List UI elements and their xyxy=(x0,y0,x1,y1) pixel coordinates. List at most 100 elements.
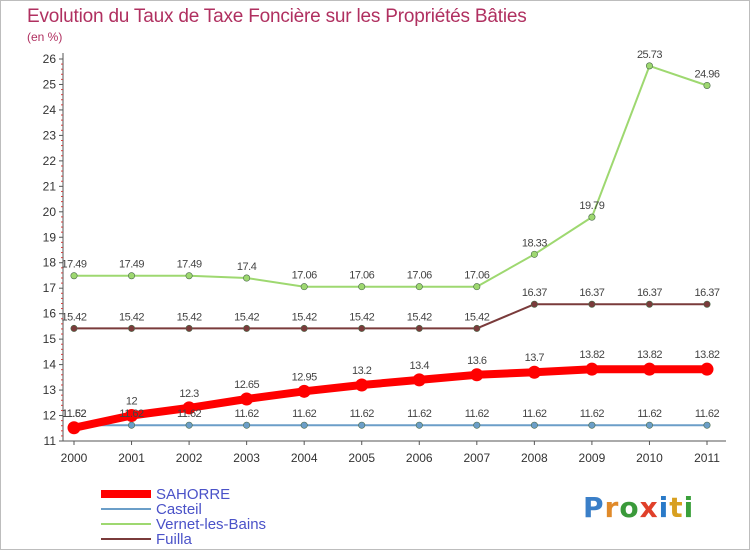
data-point xyxy=(470,368,484,382)
unit-label: (en %) xyxy=(27,30,63,44)
y-tick-label: 13 xyxy=(43,383,57,397)
data-point xyxy=(642,362,656,376)
data-point xyxy=(185,272,193,280)
data-point xyxy=(473,421,481,429)
data-point xyxy=(703,81,711,89)
data-label: 11.62 xyxy=(177,408,202,420)
proxiti-logo: Proxiti xyxy=(583,491,694,524)
data-label: 11.62 xyxy=(465,408,490,420)
data-point xyxy=(70,324,78,332)
logo-letter: i xyxy=(658,491,670,524)
data-label: 17.49 xyxy=(119,259,144,271)
logo-letter: r xyxy=(604,491,620,524)
data-point xyxy=(700,362,714,376)
data-label: 13.82 xyxy=(579,349,604,361)
data-label: 12.3 xyxy=(179,388,199,400)
data-point xyxy=(128,272,136,280)
x-tick-label: 2002 xyxy=(176,451,203,465)
data-point xyxy=(300,283,308,291)
data-label: 11.62 xyxy=(292,408,317,420)
data-point xyxy=(703,421,711,429)
data-label: 11.62 xyxy=(62,408,87,420)
data-label: 25.73 xyxy=(637,49,662,61)
x-tick-label: 2009 xyxy=(579,451,606,465)
data-label: 17.49 xyxy=(61,259,86,271)
x-tick-label: 2000 xyxy=(61,451,88,465)
data-label: 11.62 xyxy=(637,408,662,420)
y-tick-label: 11 xyxy=(44,434,57,448)
y-tick-label: 12 xyxy=(43,409,57,423)
data-point xyxy=(182,401,196,415)
series-points xyxy=(67,62,714,435)
data-point xyxy=(473,283,481,291)
data-label: 19.79 xyxy=(579,200,604,212)
y-tick-label: 14 xyxy=(43,358,57,372)
series-line-vernet-les-bains xyxy=(73,64,708,288)
data-label: 11.62 xyxy=(522,408,547,420)
x-tick-label: 2006 xyxy=(406,451,433,465)
data-point xyxy=(645,62,653,70)
data-label: 17.06 xyxy=(349,270,374,282)
data-label: 17.06 xyxy=(464,270,489,282)
data-label: 11.62 xyxy=(695,408,720,420)
y-tick-label: 22 xyxy=(43,154,57,168)
data-point xyxy=(185,421,193,429)
data-point xyxy=(588,300,596,308)
data-label: 13.82 xyxy=(637,349,662,361)
series-line-sahorre xyxy=(70,365,711,432)
data-point xyxy=(412,373,426,387)
data-label: 11.62 xyxy=(350,408,375,420)
y-tick-label: 20 xyxy=(43,205,57,219)
data-label: 11.62 xyxy=(235,408,260,420)
data-label: 15.42 xyxy=(119,311,144,323)
data-point xyxy=(70,272,78,280)
data-label: 15.42 xyxy=(464,311,489,323)
data-point xyxy=(645,300,653,308)
data-label: 11.52 xyxy=(62,408,87,420)
data-label: 15.42 xyxy=(349,311,374,323)
y-tick-label: 16 xyxy=(43,307,57,321)
legend-label: SAHORRE xyxy=(156,486,230,503)
x-tick-label: 2001 xyxy=(118,451,145,465)
x-tick-label: 2007 xyxy=(463,451,490,465)
data-label: 15.42 xyxy=(234,311,259,323)
series-line-fuilla xyxy=(73,303,708,330)
data-label: 17.4 xyxy=(237,261,257,273)
data-label: 17.49 xyxy=(177,259,202,271)
data-point xyxy=(358,324,366,332)
logo-letter: o xyxy=(619,491,640,524)
y-ticks: 11 12 13 14 15 16 17 18 19 20 21 22 23 24 25 26 xyxy=(43,52,63,448)
y-tick-label: 18 xyxy=(43,256,57,270)
data-label: 24.96 xyxy=(694,68,719,80)
data-point xyxy=(358,283,366,291)
data-point xyxy=(240,392,254,406)
data-label: 13.2 xyxy=(352,365,372,377)
x-tick-label: 2010 xyxy=(636,451,663,465)
x-ticks: 2000 2001 2002 2003 2004 2005 2006 2007 2008 2009… xyxy=(61,441,720,465)
x-tick-label: 2008 xyxy=(521,451,548,465)
data-point xyxy=(415,324,423,332)
data-label: 15.42 xyxy=(61,311,86,323)
data-label: 16.37 xyxy=(694,287,719,299)
data-point xyxy=(588,421,596,429)
legend-label: Fuilla xyxy=(156,531,193,548)
data-label: 16.37 xyxy=(579,287,604,299)
data-point xyxy=(67,421,81,435)
x-tick-label: 2003 xyxy=(233,451,260,465)
data-point xyxy=(300,324,308,332)
data-label: 11.62 xyxy=(119,408,144,420)
data-point xyxy=(128,421,136,429)
data-label: 15.42 xyxy=(292,311,317,323)
data-point xyxy=(473,324,481,332)
data-point xyxy=(300,421,308,429)
data-point xyxy=(128,324,136,332)
y-tick-label: 24 xyxy=(43,103,57,117)
data-point xyxy=(588,213,596,221)
data-label: 16.37 xyxy=(637,287,662,299)
data-point xyxy=(585,362,599,376)
data-point xyxy=(185,324,193,332)
data-point xyxy=(415,283,423,291)
